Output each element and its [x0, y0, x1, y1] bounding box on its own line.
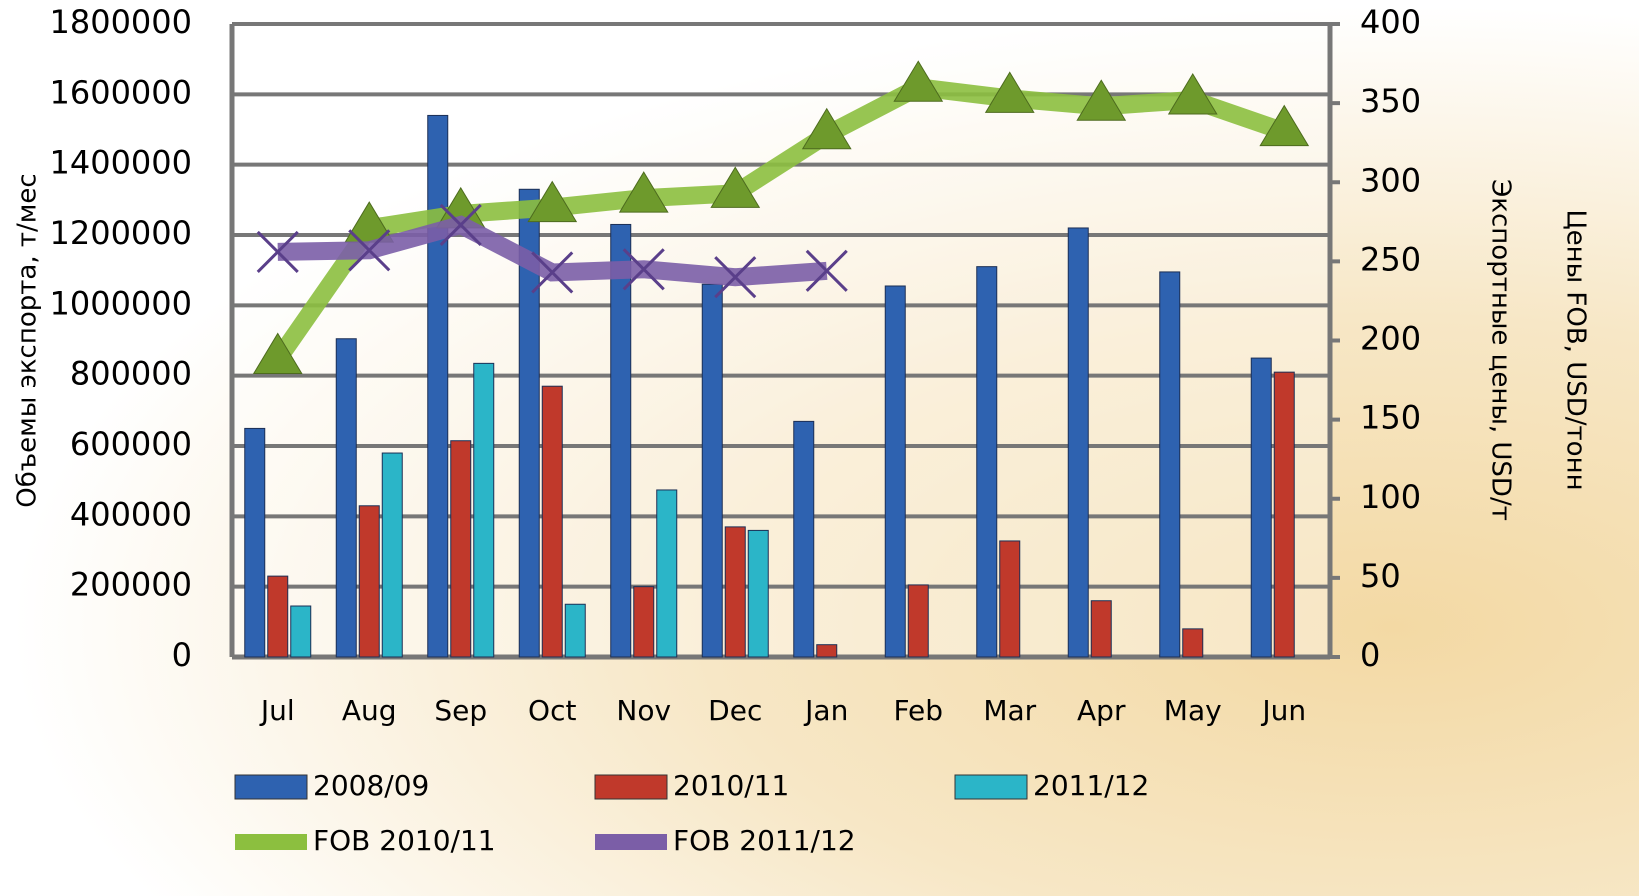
plot-area	[232, 24, 1330, 657]
bar	[427, 114, 449, 658]
bar	[450, 440, 472, 658]
x-tick-label: Jun	[1260, 694, 1306, 727]
bar	[473, 362, 495, 658]
bar	[976, 266, 998, 658]
marker	[527, 180, 578, 223]
legend-swatch	[234, 774, 308, 800]
y2-tick-label: 50	[1360, 557, 1401, 595]
marker	[984, 71, 1035, 113]
x-tick-label: Aug	[342, 694, 397, 727]
x-tick-label: Dec	[708, 694, 762, 727]
bar	[564, 603, 586, 658]
marker	[714, 256, 757, 299]
y2-tick-label: 350	[1360, 82, 1421, 120]
y2-tick-label: 300	[1360, 161, 1421, 199]
y2-axis-label: Цены FOB, USD/тонн	[1561, 209, 1591, 490]
bar	[701, 283, 723, 658]
x-tick-label: Jul	[259, 694, 295, 727]
y-tick-label: 1600000	[49, 73, 192, 111]
y2-tick-label: 250	[1360, 240, 1421, 278]
bar	[1067, 227, 1089, 658]
legend-label: 2008/09	[313, 769, 429, 802]
bar	[541, 385, 563, 658]
marker	[1259, 104, 1310, 147]
x-tick-label: Sep	[434, 694, 487, 727]
x-tick-label: May	[1164, 694, 1222, 727]
y-tick-label: 600000	[70, 425, 192, 463]
bar	[1182, 628, 1204, 658]
bar	[1090, 600, 1112, 658]
bar	[999, 540, 1021, 658]
x-tick-label: Mar	[983, 694, 1036, 727]
bar	[358, 505, 380, 658]
marker	[1167, 72, 1218, 115]
bar	[793, 420, 815, 658]
marker	[348, 229, 391, 272]
bar	[656, 489, 678, 658]
bar	[518, 188, 540, 658]
marker	[256, 230, 299, 273]
bar	[1159, 271, 1181, 658]
bar	[907, 584, 929, 658]
bar	[633, 586, 655, 658]
y-tick-label: 1800000	[49, 3, 192, 41]
y-tick-label: 1400000	[49, 144, 192, 182]
y2-tick-label: 0	[1360, 636, 1380, 674]
bar	[267, 575, 289, 658]
y-tick-label: 0	[172, 636, 192, 674]
y2-axis-label: Экспортные цены, USD/т	[1486, 179, 1516, 521]
legend-label: 2011/12	[1033, 769, 1149, 802]
marker	[252, 332, 303, 374]
x-tick-label: Oct	[528, 694, 576, 727]
x-tick-label: Feb	[893, 694, 943, 727]
bar	[1273, 371, 1295, 658]
y-axis-label: Объемы экспорта, т/мес	[13, 173, 43, 507]
y2-tick-label: 200	[1360, 320, 1421, 358]
bar	[381, 452, 403, 658]
y-tick-label: 1000000	[49, 284, 192, 322]
marker	[1076, 79, 1127, 121]
bar	[335, 338, 357, 658]
marker	[531, 251, 574, 294]
marker	[622, 248, 665, 291]
legend-swatch	[595, 834, 667, 850]
legend-swatch	[594, 774, 668, 800]
legend-label: 2010/11	[673, 769, 789, 802]
bar	[290, 605, 312, 658]
x-tick-label: Jan	[803, 694, 848, 727]
y-tick-label: 800000	[70, 355, 192, 393]
legend-swatch	[954, 774, 1028, 800]
bar	[244, 427, 266, 658]
bar	[884, 285, 906, 658]
legend-swatch	[235, 834, 307, 850]
bar	[747, 529, 769, 658]
bar	[816, 644, 838, 658]
bar	[1250, 357, 1272, 658]
y2-tick-label: 100	[1360, 478, 1421, 516]
marker	[801, 107, 852, 150]
y2-tick-label: 150	[1360, 399, 1421, 437]
y-tick-label: 400000	[70, 495, 192, 533]
marker	[805, 249, 848, 292]
y-tick-label: 1200000	[49, 214, 192, 252]
marker	[439, 203, 482, 247]
x-tick-label: Nov	[616, 694, 671, 727]
legend-label: FOB 2011/12	[673, 824, 856, 857]
legend-label: FOB 2010/11	[313, 824, 496, 857]
marker	[710, 166, 761, 208]
x-tick-label: Apr	[1077, 694, 1126, 727]
bar	[610, 223, 632, 658]
bar	[724, 526, 746, 658]
marker	[618, 171, 669, 213]
marker	[893, 60, 944, 102]
y2-tick-label: 400	[1360, 3, 1421, 41]
y-tick-label: 200000	[70, 566, 192, 604]
